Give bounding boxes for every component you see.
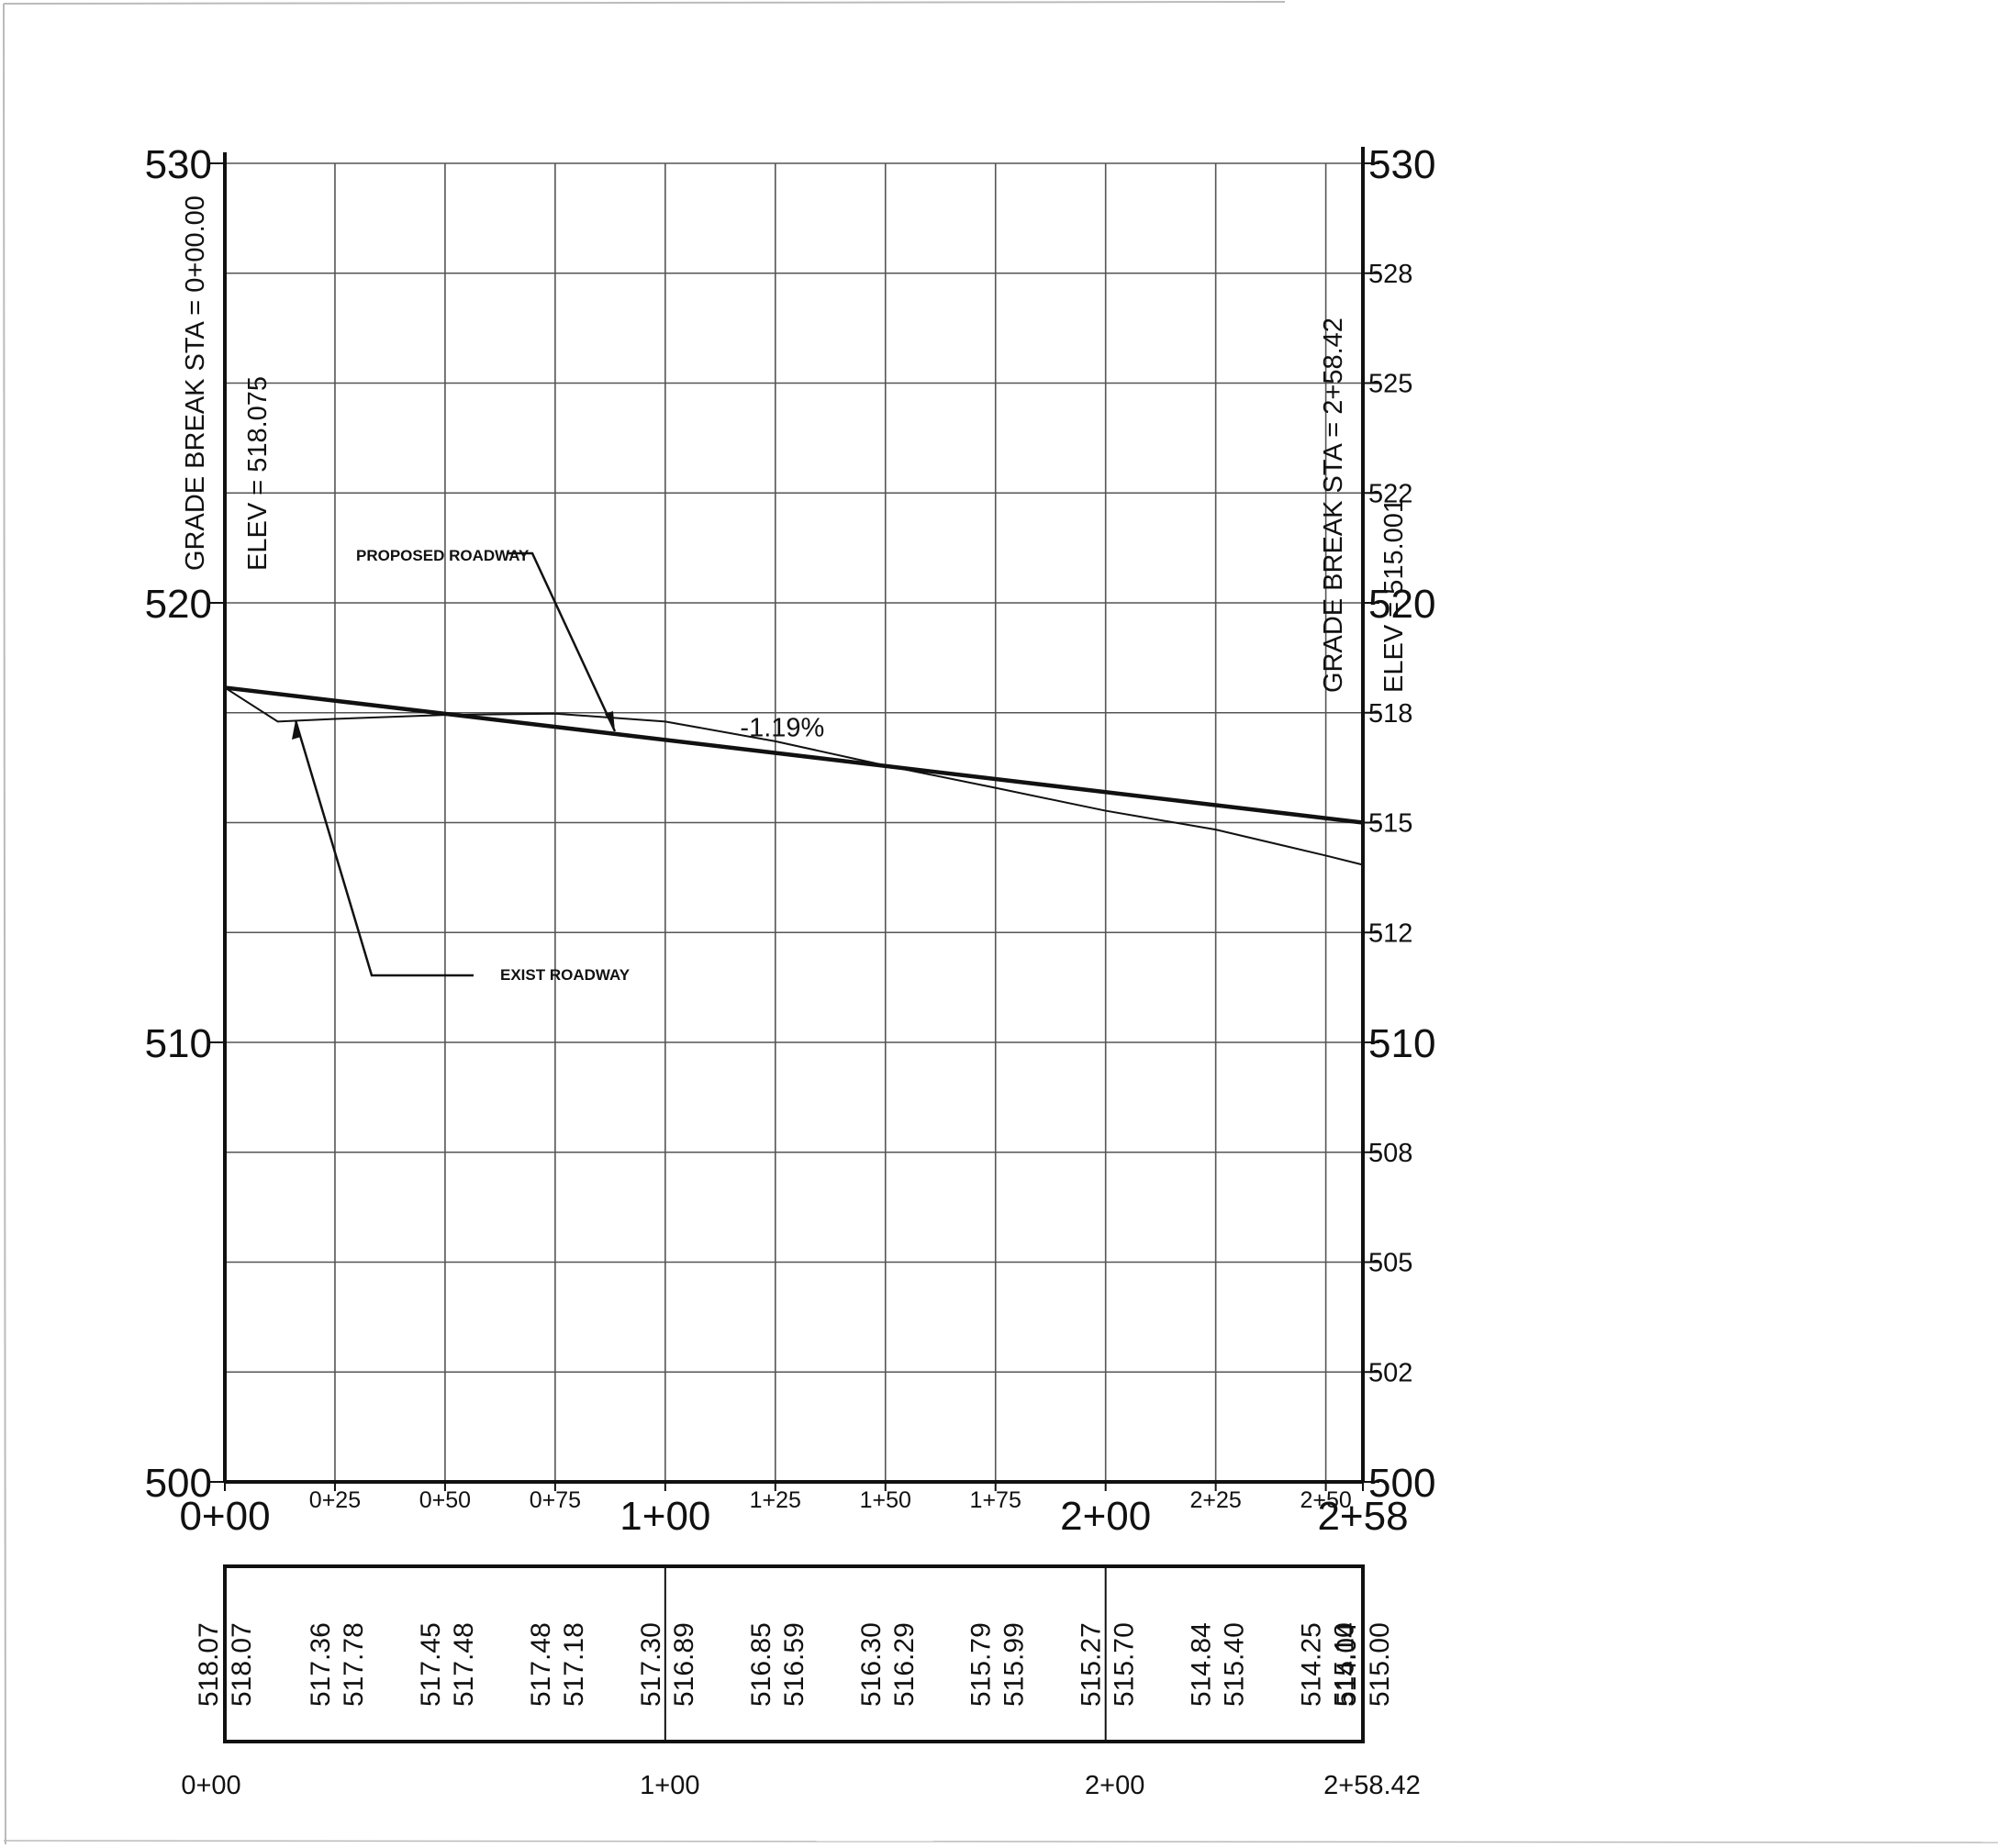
exist-roadway-line <box>224 686 1364 866</box>
y-tick-label-left: 530 <box>145 142 212 187</box>
table-proposed-elev: 516.29 <box>889 1622 920 1707</box>
table-proposed-elev: 517.78 <box>339 1622 369 1707</box>
y-tick-label-right: 500 <box>1368 1461 1435 1506</box>
table-exist-elev: 514.84 <box>1187 1622 1217 1707</box>
table-exist-elev: 515.27 <box>1077 1622 1107 1707</box>
y-tick-label-right: 525 <box>1368 370 1412 399</box>
grade-break-start-sta: GRADE BREAK STA = 0+00.00 <box>181 195 210 571</box>
table-proposed-elev: 515.00 <box>1365 1622 1395 1707</box>
y-tick-label-right: 520 <box>1368 582 1435 627</box>
series-layer <box>224 685 1364 866</box>
table-station-label: 2+58.42 <box>1323 1771 1421 1800</box>
x-tick-label: 1+50 <box>860 1487 911 1513</box>
y-tick-label-right: 518 <box>1368 699 1412 729</box>
table-proposed-elev: 516.59 <box>779 1622 809 1707</box>
x-tick-label: 2+00 <box>1060 1494 1151 1539</box>
axis-layer: 500 510 520 530 500 502 505 508 510 512 515 518 520 5… <box>145 142 1436 1539</box>
slope-label: -1.19% <box>740 714 824 743</box>
y-tick-label-left: 510 <box>145 1021 212 1066</box>
table-exist-elev: 516.30 <box>856 1622 887 1707</box>
y-tick-label-left: 500 <box>145 1461 212 1506</box>
table-proposed-elev: 515.40 <box>1220 1622 1250 1707</box>
proposed-leader-line <box>507 551 617 732</box>
y-tick-label-right: 515 <box>1368 809 1412 839</box>
table-exist-elev: 517.36 <box>306 1622 336 1707</box>
x-tick-label: 0+25 <box>309 1487 361 1513</box>
y-tick-label-left: 520 <box>145 582 212 627</box>
sheet-border <box>3 1 1998 1845</box>
table-exist-elev: 517.30 <box>636 1622 666 1707</box>
table-exist-elev: 516.85 <box>746 1622 776 1707</box>
proposed-leader-arrow <box>605 711 615 731</box>
table-frame <box>223 1564 1365 1743</box>
proposed-roadway-label: PROPOSED ROADWAY <box>356 547 530 564</box>
grade-break-end-elev: ELEV = 515.001 <box>1379 498 1409 693</box>
y-tick-label-right: 530 <box>1368 142 1435 187</box>
exist-leader-line <box>294 719 474 977</box>
y-tick-label-right: 522 <box>1368 479 1412 508</box>
x-tick-label: 0+75 <box>530 1487 581 1513</box>
x-tick-label: 2+25 <box>1189 1487 1241 1513</box>
x-tick-label: 0+50 <box>419 1487 471 1513</box>
x-tick-label: 2+50 <box>1300 1487 1351 1513</box>
grade-break-start-elev: ELEV = 518.075 <box>243 376 273 571</box>
x-tick-label: 1+25 <box>750 1487 801 1513</box>
table-proposed-elev: 517.48 <box>449 1622 479 1707</box>
y-tick-label-right: 508 <box>1368 1139 1412 1168</box>
table-station-label: 1+00 <box>640 1771 699 1800</box>
table-exist-elev: 517.48 <box>526 1622 556 1707</box>
table-proposed-elev: 516.89 <box>669 1622 699 1707</box>
table-proposed-elev: 517.18 <box>559 1622 589 1707</box>
y-tick-label-right: 512 <box>1368 918 1412 948</box>
y-tick-label-right: 528 <box>1368 260 1412 289</box>
y-tick-label-right: 502 <box>1368 1358 1412 1387</box>
x-tick-label: 2+58 <box>1317 1494 1408 1539</box>
elevation-table: 518.07 518.07 517.36 517.78 517.45 517.48 517.… <box>181 1564 1421 1800</box>
y-tick-label-right: 510 <box>1368 1021 1435 1066</box>
table-exist-elev: 514.25 <box>1297 1622 1327 1707</box>
exist-leader-arrow <box>292 720 301 740</box>
exist-roadway-label: EXIST ROADWAY <box>500 966 631 984</box>
proposed-roadway-line <box>224 685 1364 825</box>
x-tick-label: 1+75 <box>970 1487 1021 1513</box>
grid-lines <box>225 162 1377 1483</box>
table-proposed-elev: 518.07 <box>227 1622 257 1707</box>
grade-break-end-sta: GRADE BREAK STA = 2+58.42 <box>1319 317 1348 693</box>
table-station-label: 2+00 <box>1085 1771 1144 1800</box>
table-exist-elev: 517.45 <box>416 1622 446 1707</box>
table-exist-elev: 514.04 <box>1332 1622 1362 1707</box>
table-exist-elev: 515.79 <box>966 1622 997 1707</box>
x-tick-label: 0+00 <box>179 1494 270 1539</box>
table-proposed-elev: 515.10 <box>1330 1622 1360 1707</box>
table-proposed-elev: 515.99 <box>999 1622 1030 1707</box>
table-station-label: 0+00 <box>181 1771 240 1800</box>
annotation-layer: -1.19% PROPOSED ROADWAY EXIST ROADWAY GRADE… <box>181 195 1409 984</box>
x-tick-label: 1+00 <box>619 1494 710 1539</box>
table-exist-elev: 518.07 <box>194 1622 224 1707</box>
y-tick-label-right: 505 <box>1368 1249 1412 1278</box>
table-proposed-elev: 515.70 <box>1110 1622 1140 1707</box>
